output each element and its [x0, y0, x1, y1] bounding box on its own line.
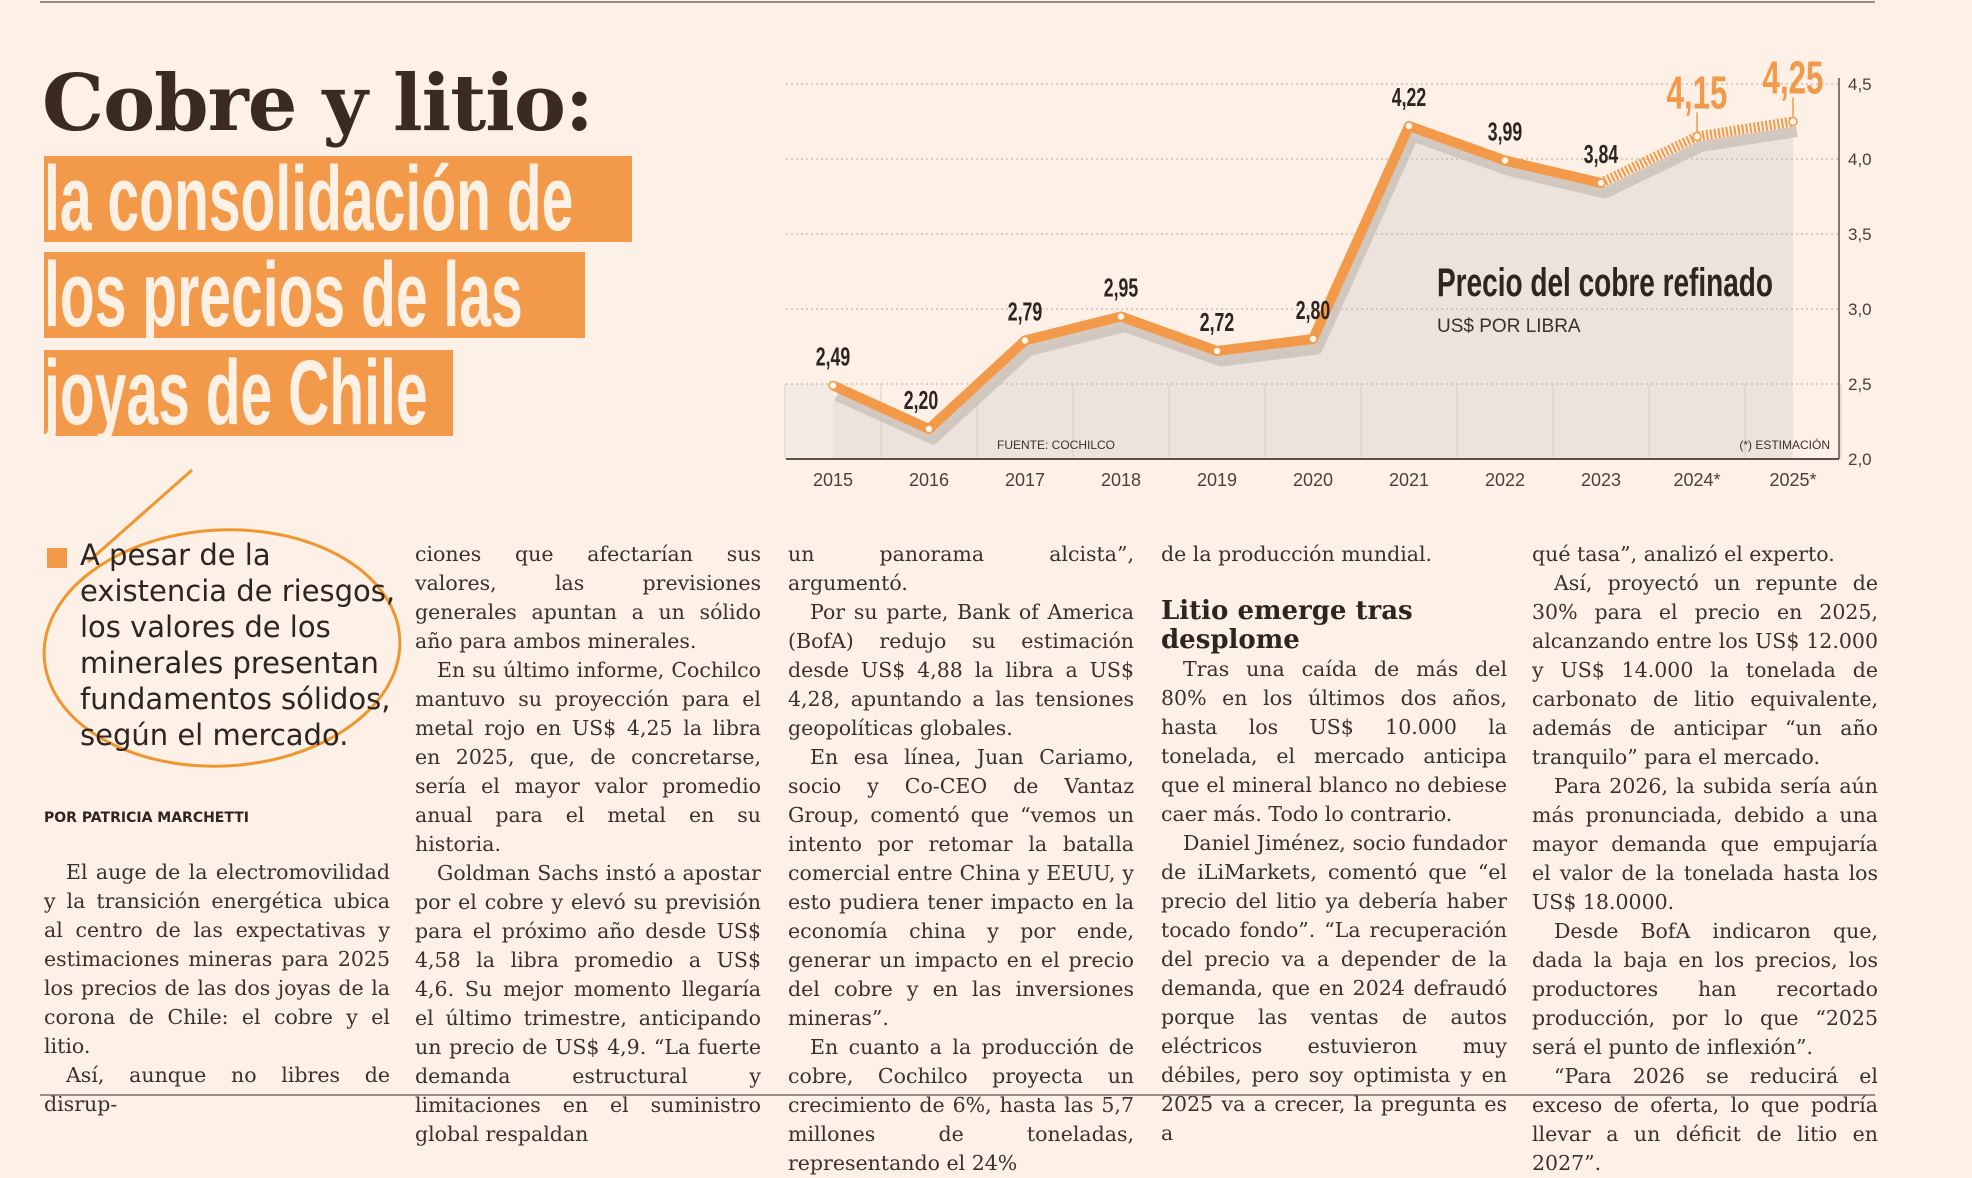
chart-area-fill	[786, 384, 833, 459]
article-paragraph: Tras una caída de más del 80% en los últ…	[1161, 657, 1507, 826]
article-paragraph: Daniel Jiménez, socio fundador de iLiMar…	[1161, 831, 1507, 1145]
article-paragraph: Goldman Sachs instó a apostar por el cob…	[415, 861, 761, 1146]
article-paragraph: En su último informe, Cochilco mantuvo s…	[415, 658, 761, 856]
data-label: 3,84	[1584, 140, 1619, 169]
article-paragraph: En esa línea, Juan Cariamo, socio y Co-C…	[788, 745, 1134, 1030]
x-tick-label: 2015	[813, 470, 853, 490]
y-tick-label: 2,0	[1848, 450, 1872, 469]
chart-point	[1212, 346, 1222, 356]
x-tick-label: 2020	[1293, 470, 1333, 490]
x-tick-label: 2018	[1101, 470, 1141, 490]
article-paragraph: “Para 2026 se reducirá el exceso de ofer…	[1532, 1064, 1878, 1175]
headline-line-3: joyas de Chile	[44, 350, 428, 436]
article-paragraph: de la producción mundial.	[1161, 542, 1433, 566]
article-column-3: un panorama alcista”, argumentó. Por su p…	[788, 540, 1134, 1178]
chart-point	[1500, 155, 1510, 166]
article-column-1: El auge de la electromovilidad y la tran…	[44, 858, 390, 1119]
headline-line-2: los precios de las	[44, 252, 523, 338]
data-label: 2,49	[816, 342, 850, 371]
chart-point	[1404, 121, 1414, 131]
chart-point	[1020, 335, 1030, 346]
x-tick-label: 2017	[1005, 470, 1045, 490]
chart-source: FUENTE: COCHILCO	[997, 438, 1115, 452]
data-label: 4,15	[1667, 68, 1728, 119]
data-label: 2,79	[1008, 297, 1042, 326]
pull-quote: A pesar de la existencia de riesgos, los…	[80, 538, 396, 752]
headline-line-1: la consolidación de	[44, 156, 574, 242]
article-column-2: ciones que afectarían sus valores, las p…	[415, 540, 761, 1149]
chart-subtitle: US$ POR LIBRA	[1437, 316, 1581, 337]
x-tick-label: 2016	[909, 470, 949, 490]
data-label: 4,22	[1392, 83, 1426, 112]
chart-point	[1788, 116, 1798, 127]
article-paragraph: Así, aunque no libres de disrup-	[44, 1063, 390, 1116]
x-tick-label: 2019	[1197, 470, 1237, 490]
chart-point	[1692, 131, 1702, 142]
copper-price-chart: 2,0 2,5 3,0 3,5 4,0 4,5 2,49 2015 2,20 2016 2,79 20…	[784, 53, 1872, 490]
x-tick-label: 2021	[1389, 470, 1429, 490]
chart-point	[1596, 178, 1606, 188]
headline-highlight-line: los precios de las	[44, 252, 585, 338]
byline: POR PATRICIA MARCHETTI	[44, 810, 250, 826]
chart-note: (*) ESTIMACIÓN	[1739, 437, 1830, 452]
data-label: 2,20	[904, 386, 938, 415]
chart-point	[924, 424, 934, 434]
article-paragraph: Para 2026, la subida sería aún más pronu…	[1532, 774, 1878, 914]
data-label: 4,25	[1763, 53, 1824, 104]
data-label: 2,80	[1296, 296, 1330, 325]
chart-point	[828, 380, 838, 391]
chart-point	[1116, 311, 1126, 322]
article-paragraph: El auge de la electromovilidad y la tran…	[44, 860, 390, 1058]
headline-title: Cobre y litio:	[42, 58, 594, 149]
pull-quote-bullet	[47, 548, 67, 568]
hand-drawn-circle	[42, 468, 402, 768]
y-tick-label: 2,5	[1848, 375, 1872, 394]
headline-highlight-line: joyas de Chile	[44, 350, 453, 436]
section-subheading: Litio emerge tras desplome	[1161, 596, 1413, 655]
x-tick-label: 2023	[1581, 470, 1621, 490]
article-paragraph: Así, proyectó un repunte de 30% para el …	[1532, 571, 1878, 769]
chart-line-shadow	[834, 126, 1798, 445]
top-rule	[40, 1, 1875, 3]
chart-area-fill	[833, 131, 1793, 459]
chart-point	[1308, 334, 1318, 344]
article-column-4: de la producción mundial. Litio emerge tr…	[1161, 540, 1507, 1148]
article-paragraph: qué tasa”, analizó el experto.	[1532, 542, 1835, 566]
y-tick-label: 4,0	[1848, 150, 1872, 169]
article-column-5: qué tasa”, analizó el experto. Así, proye…	[1532, 540, 1878, 1178]
data-label: 3,99	[1488, 117, 1522, 146]
y-tick-label: 3,5	[1848, 225, 1872, 244]
y-tick-label: 3,0	[1848, 300, 1872, 319]
article-paragraph: En cuanto a la producción de cobre, Coch…	[788, 1035, 1134, 1175]
chart-title: Precio del cobre refinado	[1437, 261, 1773, 305]
headline-highlight-line: la consolidación de	[44, 156, 632, 242]
bottom-rule	[40, 1094, 1875, 1096]
x-tick-label: 2022	[1485, 470, 1525, 490]
article-paragraph: ciones que afectarían sus valores, las p…	[415, 542, 761, 653]
y-tick-label: 4,5	[1848, 75, 1872, 94]
article-paragraph: Por su parte, Bank of America (BofA) red…	[788, 600, 1134, 740]
article-paragraph: un panorama alcista”, argumentó.	[788, 542, 1134, 595]
data-label: 2,95	[1104, 273, 1138, 302]
x-tick-label: 2025*	[1769, 470, 1816, 490]
x-tick-label: 2024*	[1673, 470, 1720, 490]
article-paragraph: Desde BofA indicaron que, dada la baja e…	[1532, 919, 1878, 1059]
data-label: 2,72	[1200, 308, 1234, 337]
